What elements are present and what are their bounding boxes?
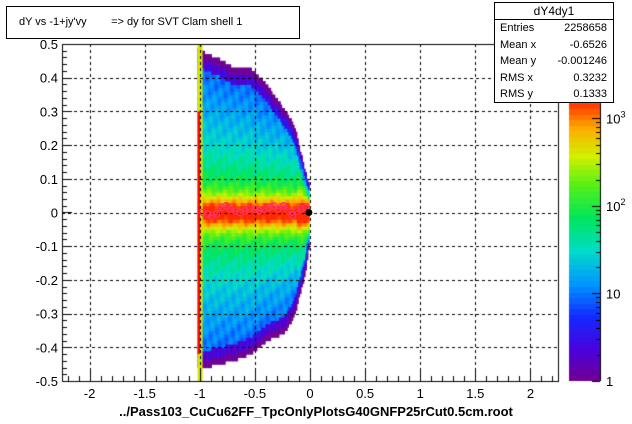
x-tick-label: 1.5 xyxy=(466,386,484,401)
profile-point xyxy=(274,205,282,213)
stats-row-rms-x: RMS x 0.3232 xyxy=(495,70,613,87)
x-tick-label: 1 xyxy=(417,386,424,401)
x-tick-label: -2 xyxy=(84,386,96,401)
profile-point xyxy=(226,205,235,213)
chart-title-box: dY vs -1+jy'vy => dy for SVT Clam shell … xyxy=(6,6,300,39)
profile-series xyxy=(199,201,313,220)
z-tick-label: 1 xyxy=(606,374,613,389)
stats-label: RMS x xyxy=(500,71,533,84)
stats-box: dY4dy1 Entries 2258658 Mean x -0.6526 Me… xyxy=(494,2,614,103)
profile-point xyxy=(292,207,301,215)
stats-value: 0.1333 xyxy=(573,88,607,100)
profile-point xyxy=(279,201,288,210)
z-tick-label: 103 xyxy=(606,109,625,126)
y-axis: -0.5 -0.4 -0.3 -0.2 -0.1 0 0.1 0.2 0.3 0.4 0.5 xyxy=(36,37,58,389)
stats-value: 2258658 xyxy=(564,22,607,34)
profile-point xyxy=(212,210,221,218)
stats-label: RMS y xyxy=(500,88,533,100)
profile-point xyxy=(236,208,245,217)
y-tick-label: 0.4 xyxy=(40,71,58,86)
stats-row-rms-y: RMS y 0.1333 xyxy=(495,86,613,103)
profile-point xyxy=(203,210,212,218)
y-tick-label: 0.5 xyxy=(40,37,58,52)
z-tick-label: 10 xyxy=(606,286,620,301)
stats-row-mean-y: Mean y -0.001246 xyxy=(495,53,613,70)
profile-point xyxy=(208,212,216,220)
profile-point xyxy=(301,203,310,212)
profile-point xyxy=(255,207,264,215)
x-tick-label: 0.5 xyxy=(356,386,374,401)
y-tick-label: -0.5 xyxy=(36,374,58,389)
x-axis-caption: ../Pass103_CuCu62FF_TpcOnlyPlotsG40GNFP2… xyxy=(119,404,513,419)
stats-label: Mean y xyxy=(500,55,537,67)
profile-point xyxy=(284,207,292,215)
profile-point xyxy=(288,212,297,220)
stats-value: -0.001246 xyxy=(557,55,607,67)
y-tick-label: -0.1 xyxy=(36,239,58,254)
stats-title: dY4dy1 xyxy=(495,3,613,20)
profile-point xyxy=(297,205,305,213)
y-tick-label: 0 xyxy=(51,206,58,221)
y-tick-label: -0.3 xyxy=(36,307,58,322)
y-tick-label: 0.3 xyxy=(40,104,58,119)
x-tick-label: 2 xyxy=(527,386,534,401)
stats-label: Mean x xyxy=(500,38,537,51)
profile-point xyxy=(265,203,274,212)
stats-label: Entries xyxy=(500,22,535,34)
x-tick-label: -1.5 xyxy=(133,386,155,401)
x-tick-label: -1 xyxy=(194,386,206,401)
stats-value: -0.6526 xyxy=(569,38,607,51)
profile-point xyxy=(251,205,259,213)
color-scale-axis: 1 10 102 103 xyxy=(606,109,625,389)
profile-point xyxy=(241,207,249,215)
chart-title: dY vs -1+jy'vy => dy for SVT Clam shell … xyxy=(19,16,243,28)
y-tick-label: -0.2 xyxy=(36,273,58,288)
x-tick-label: 0 xyxy=(306,386,313,401)
z-tick-label: 102 xyxy=(606,197,625,214)
profile-point xyxy=(245,205,254,213)
x-tick-label: -0.5 xyxy=(244,386,266,401)
profile-point xyxy=(199,208,207,217)
stats-row-entries: Entries 2258658 xyxy=(495,20,613,37)
profile-point xyxy=(218,203,226,212)
edge-marker xyxy=(305,209,313,216)
x-axis: -2 -1.5 -1 -0.5 0 0.5 1 1.5 2 xyxy=(84,386,534,401)
stats-value: 0.3232 xyxy=(573,71,607,84)
y-tick-label: 0.2 xyxy=(40,138,58,153)
y-tick-label: 0.1 xyxy=(40,172,58,187)
stats-row-mean-x: Mean x -0.6526 xyxy=(495,37,613,54)
y-tick-label: -0.4 xyxy=(36,340,58,355)
